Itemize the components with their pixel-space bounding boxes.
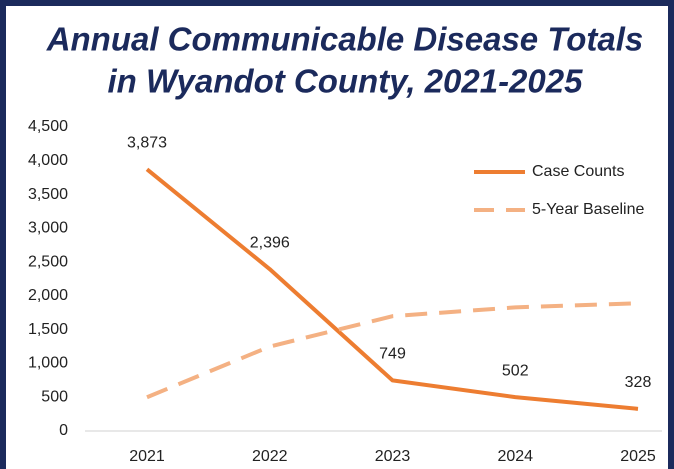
chart-title: in Wyandot County, 2021-2025 — [108, 63, 584, 100]
line — [145, 167, 639, 411]
legend-label: 5-Year Baseline — [532, 201, 644, 218]
x-tick-label: 2023 — [375, 448, 411, 465]
line — [146, 301, 639, 400]
y-tick-label: 1,500 — [28, 321, 68, 338]
data-label: 749 — [379, 346, 406, 363]
legend-label: Case Counts — [532, 163, 625, 180]
y-tick-label: 1,000 — [28, 355, 68, 372]
y-tick-label: 2,500 — [28, 253, 68, 270]
x-tick-label: 2025 — [620, 448, 656, 465]
y-tick-label: 3,000 — [28, 220, 68, 237]
chart-title: Annual Communicable Disease Totals — [46, 21, 644, 58]
y-tick-label: 3,500 — [28, 186, 68, 203]
data-label: 502 — [502, 362, 529, 379]
x-tick-label: 2024 — [497, 448, 533, 465]
y-tick-label: 4,000 — [28, 152, 68, 169]
data-label: 2,396 — [250, 234, 290, 251]
data-label: 328 — [625, 374, 652, 391]
y-tick-label: 500 — [41, 388, 68, 405]
x-tick-label: 2022 — [252, 448, 288, 465]
data-label: 3,873 — [127, 135, 167, 152]
x-tick-label: 2021 — [129, 448, 165, 465]
y-tick-label: 2,000 — [28, 287, 68, 304]
y-tick-label: 0 — [59, 422, 68, 439]
y-tick-label: 4,500 — [28, 118, 68, 135]
